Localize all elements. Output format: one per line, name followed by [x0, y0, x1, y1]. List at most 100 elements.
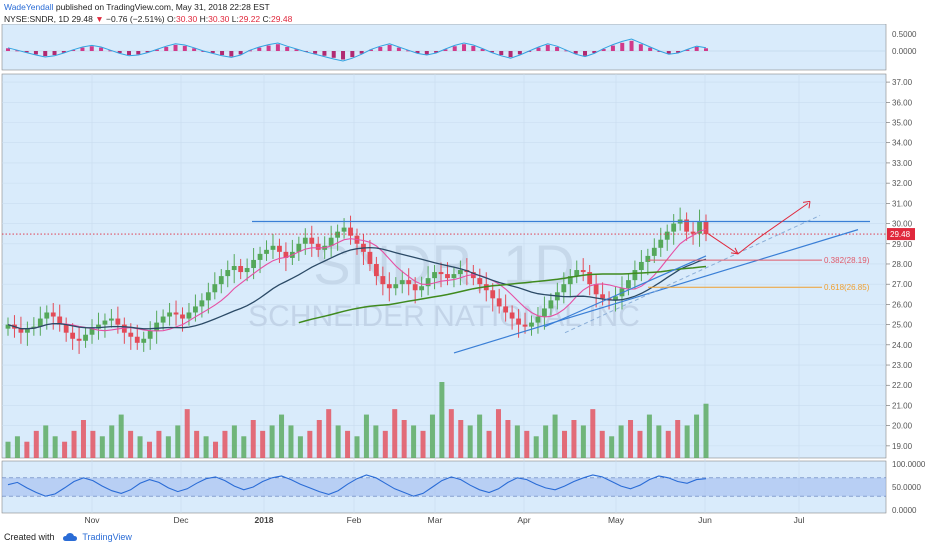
macd-histogram-bar: [368, 49, 373, 51]
candle-body: [147, 330, 153, 339]
candle-body: [238, 266, 244, 273]
candle-body: [600, 294, 605, 299]
volume-bar: [156, 430, 162, 458]
price-axis-label: 19.00: [892, 442, 913, 451]
price-axis-label: 20.00: [892, 422, 913, 431]
price-axis-label: 26.00: [892, 300, 913, 309]
volume-bar: [5, 441, 11, 458]
high-value: 30.30: [208, 14, 230, 24]
macd-histogram-bar: [238, 51, 243, 55]
chart-canvas[interactable]: SNDR, 1D SCHNEIDER NATIONAL INC 29.480.3…: [0, 24, 932, 544]
price-axis-label: 32.00: [892, 179, 913, 188]
candle-body: [458, 270, 463, 275]
macd-histogram-bar: [517, 51, 522, 55]
macd-histogram-bar: [154, 49, 159, 51]
candle-body: [690, 231, 696, 234]
macd-histogram-bar: [583, 51, 588, 56]
price-axis-label: 27.00: [892, 280, 913, 289]
macd-histogram-bar: [648, 47, 653, 51]
macd-histogram-bar: [247, 50, 252, 52]
volume-bar: [24, 441, 30, 458]
macd-histogram-bar: [359, 51, 364, 54]
macd-histogram-bar: [285, 46, 290, 51]
ma-slow-line: [298, 265, 707, 324]
candle-body: [567, 276, 573, 285]
volume-bar: [316, 420, 322, 458]
volume-bar: [439, 382, 445, 458]
macd-histogram-bar: [480, 48, 485, 51]
candle-body: [328, 237, 334, 246]
macd-histogram-bar: [424, 51, 429, 55]
volume-bar: [307, 430, 313, 458]
volume-bar: [99, 436, 105, 458]
candle-body: [438, 272, 444, 275]
volume-bar: [420, 430, 426, 458]
last-price: 29.48: [71, 14, 93, 24]
volume-bar: [703, 403, 709, 458]
macd-histogram-bar: [145, 51, 150, 53]
tradingview-brand[interactable]: TradingView: [82, 532, 132, 542]
fib-0382-label: 0.382(28.19): [824, 256, 870, 265]
volume-bar: [467, 425, 473, 458]
symbol-label[interactable]: NYSE:SNDR, 1D: [4, 14, 70, 24]
macd-axis-label: 0.0000: [892, 47, 917, 56]
candle-body: [348, 227, 353, 236]
price-axis-label: 33.00: [892, 159, 913, 168]
volume-bar: [486, 430, 492, 458]
volume-bar: [533, 436, 539, 458]
price-axis-label: 37.00: [892, 78, 913, 87]
candle-body: [57, 316, 63, 325]
volume-bar: [382, 430, 388, 458]
candle-body: [96, 324, 101, 329]
candle-body: [367, 251, 373, 264]
macd-histogram-bar: [257, 47, 262, 51]
macd-histogram-bar: [52, 51, 57, 56]
tradingview-logo-icon: [63, 533, 78, 541]
candle-body: [587, 272, 593, 285]
volume-bar: [241, 436, 247, 458]
macd-histogram-bar: [6, 48, 10, 51]
author-link[interactable]: WadeYendall: [4, 2, 54, 12]
price-axis-label: 28.00: [892, 260, 913, 269]
candle-body: [593, 284, 599, 295]
rsi-axis-label: 100.0000: [892, 460, 926, 469]
candle-body: [257, 253, 263, 260]
volume-bar: [580, 425, 586, 458]
macd-histogram-bar: [620, 42, 625, 51]
candle-body: [535, 316, 541, 323]
macd-panel-bg: [1, 24, 887, 71]
volume-bar: [571, 420, 577, 458]
volume-bar: [495, 409, 501, 458]
price-axis-label: 34.00: [892, 139, 913, 148]
candle-body: [218, 276, 224, 285]
macd-histogram-bar: [210, 51, 215, 54]
candle-body: [5, 324, 11, 329]
macd-histogram-bar: [638, 44, 643, 51]
macd-histogram-bar: [182, 45, 187, 51]
macd-histogram-bar: [350, 51, 355, 58]
volume-bar: [590, 409, 596, 458]
candle-body: [509, 312, 515, 319]
time-axis-label: May: [608, 515, 625, 525]
candle-body: [529, 322, 534, 327]
macd-histogram-bar: [33, 51, 38, 55]
candle-body: [399, 280, 405, 285]
candle-body: [212, 284, 218, 293]
projection-arrowhead-up: [802, 200, 811, 209]
candle-body: [83, 334, 88, 341]
candle-body: [451, 274, 457, 279]
candle-body: [244, 268, 250, 273]
channel-dashed-line: [564, 215, 821, 334]
candle-body: [251, 259, 256, 269]
volume-bar: [665, 430, 671, 458]
macd-histogram-bar: [294, 49, 299, 51]
candle-body: [380, 276, 386, 285]
macd-histogram-bar: [592, 51, 597, 54]
volume-bar: [109, 425, 115, 458]
macd-histogram-bar: [564, 50, 569, 52]
candle-body: [128, 332, 134, 337]
candle-body: [167, 312, 172, 317]
volume-bar: [477, 414, 483, 458]
volume-bar: [684, 425, 690, 458]
macd-histogram-bar: [80, 47, 85, 51]
